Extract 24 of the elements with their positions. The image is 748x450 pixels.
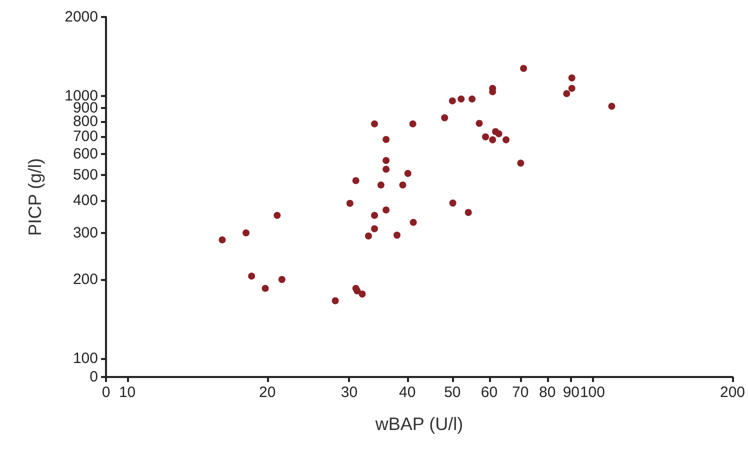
x-tick-label: 30 [340,384,358,401]
x-tick-label: 40 [399,384,416,401]
y-tick-label: 700 [72,128,98,146]
x-tick-label: 60 [480,384,498,401]
y-tick-label: 800 [72,112,98,130]
x-axis-title: wBAP (U/l) [374,414,464,434]
x-tick-label: 90 [562,384,580,401]
y-tick-label: 600 [72,146,98,163]
y-tick-label: 0 [90,368,98,386]
x-tick-label: 50 [444,384,461,401]
x-tick-label: 80 [539,384,556,401]
y-tick-label: 400 [72,192,98,209]
y-axis-title: PICP (g/l) [25,158,45,236]
y-tick-label: 300 [72,224,98,242]
y-tick-label: 200 [72,270,98,288]
y-tick-label: 2000 [64,8,98,26]
x-tick-label: 70 [512,384,529,401]
x-tick-label: 10 [118,384,136,401]
x-tick-label: 0 [102,384,110,401]
x-tick-label: 200 [720,384,745,401]
y-tick-label: 500 [72,166,98,184]
x-tick-label: 100 [580,384,605,401]
y-tick-label: 100 [72,350,98,367]
x-tick-label: 20 [258,384,276,401]
